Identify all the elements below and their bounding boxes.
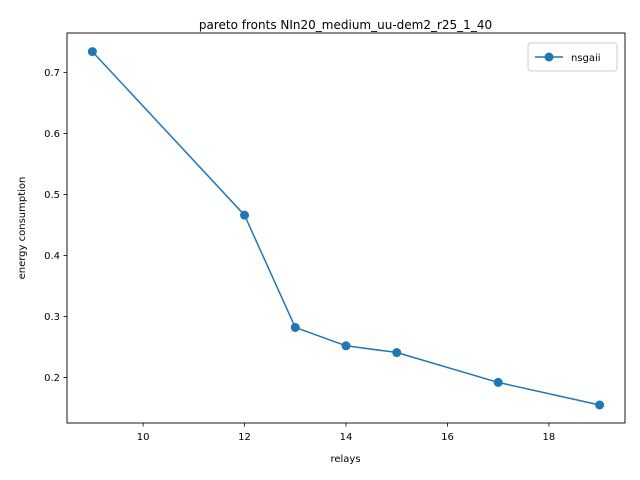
x-tick-label: 18 [543,432,556,443]
y-tick-label: 0.5 [44,190,60,201]
data-point-nsgaii [595,400,605,410]
y-tick-label: 0.7 [44,68,60,79]
data-point-nsgaii [240,210,250,220]
x-tick-label: 14 [340,432,353,443]
y-axis-label: energy consumption [17,177,28,280]
x-tick-label: 12 [238,432,251,443]
x-tick-label: 16 [441,432,454,443]
data-point-nsgaii [87,47,97,57]
data-point-nsgaii [392,348,402,358]
y-tick-label: 0.4 [44,251,60,262]
y-tick-label: 0.2 [44,373,60,384]
legend-marker-swatch [544,52,554,62]
chart-title: pareto fronts NIn20_medium_uu-dem2_r25_1… [199,18,492,32]
legend-label-nsgaii: nsgaii [571,53,601,64]
x-tick-label: 10 [137,432,150,443]
data-point-nsgaii [341,341,351,351]
legend-box [527,42,618,72]
data-point-nsgaii [493,377,503,387]
x-axis-label: relays [330,454,360,465]
x-axis-ticks: 10 12 14 16 18 [137,423,556,443]
legend: nsgaii [527,42,618,72]
data-point-nsgaii [290,322,300,332]
y-axis-ticks: 0.2 0.3 0.4 0.5 0.6 0.7 [44,68,67,384]
plot-area [87,47,605,410]
y-tick-label: 0.6 [44,129,60,140]
y-tick-label: 0.3 [44,312,60,323]
